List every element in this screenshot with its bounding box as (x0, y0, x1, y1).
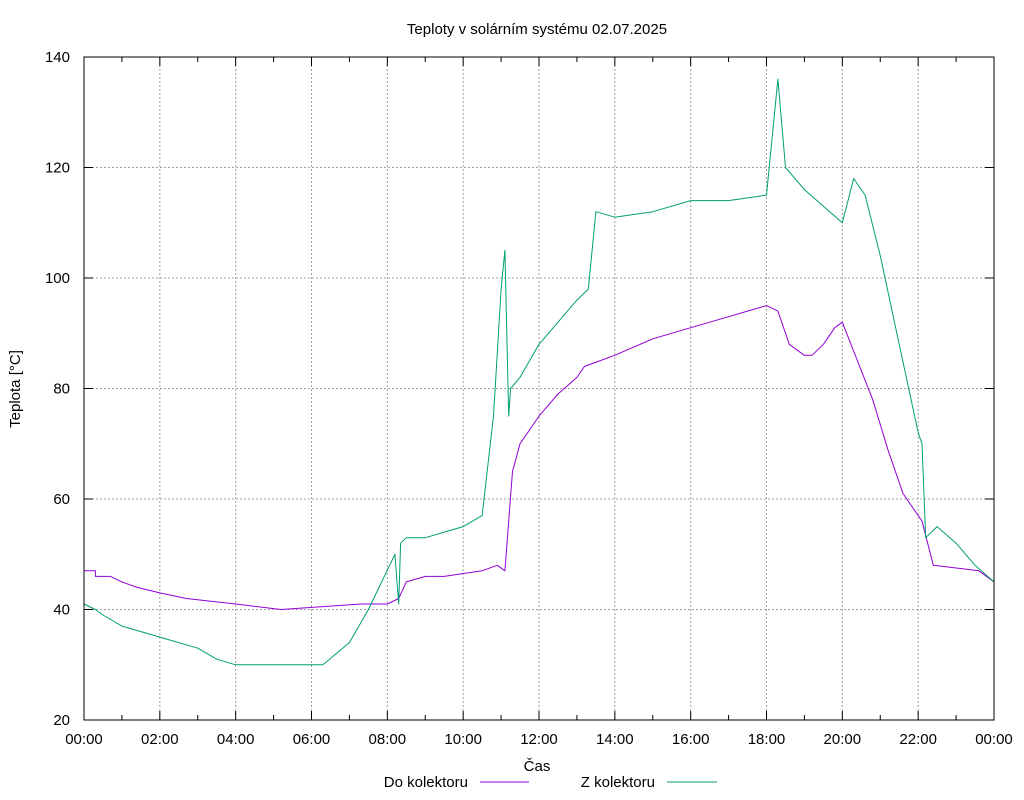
x-tick-label: 04:00 (217, 731, 255, 748)
x-tick-label: 22:00 (899, 731, 937, 748)
y-tick-label: 100 (45, 270, 70, 287)
y-tick-label: 40 (53, 602, 70, 619)
x-tick-label: 20:00 (824, 731, 862, 748)
x-tick-label: 06:00 (293, 731, 331, 748)
series-line-z-kolektoru (83, 78, 995, 666)
legend-label-do-kolektoru: Do kolektoru (384, 774, 468, 791)
x-tick-label: 02:00 (141, 731, 179, 748)
chart-title: Teploty v solárním systému 02.07.2025 (407, 21, 667, 38)
y-axis-label: Teplota [°C] (7, 350, 24, 428)
y-tick-label: 120 (45, 160, 70, 177)
x-tick-label: 00:00 (65, 731, 103, 748)
y-tick-label: 60 (53, 491, 70, 508)
x-tick-label: 18:00 (748, 731, 786, 748)
legend: Do kolektoru Z kolektoru (384, 774, 717, 791)
x-tick-labels: 00:00 02:00 04:00 06:00 08:00 10:00 12:00 14:00… (65, 731, 1013, 748)
x-tick-label: 08:00 (369, 731, 407, 748)
y-tick-label: 80 (53, 381, 70, 398)
x-tick-label: 00:00 (975, 731, 1013, 748)
legend-label-z-kolektoru: Z kolektoru (581, 774, 655, 791)
y-tick-label: 140 (45, 49, 70, 66)
x-axis-label: Čas (524, 758, 551, 775)
series-line-do-kolektoru (84, 305, 995, 610)
series-group (83, 78, 995, 666)
x-tick-label: 14:00 (596, 731, 634, 748)
x-tick-label: 16:00 (672, 731, 710, 748)
ticks (83, 56, 995, 721)
y-tick-label: 20 (53, 712, 70, 729)
y-tick-labels: 20 40 60 80 100 120 140 (45, 49, 70, 729)
x-tick-label: 10:00 (444, 731, 482, 748)
x-tick-label: 12:00 (520, 731, 558, 748)
grid (84, 57, 994, 720)
